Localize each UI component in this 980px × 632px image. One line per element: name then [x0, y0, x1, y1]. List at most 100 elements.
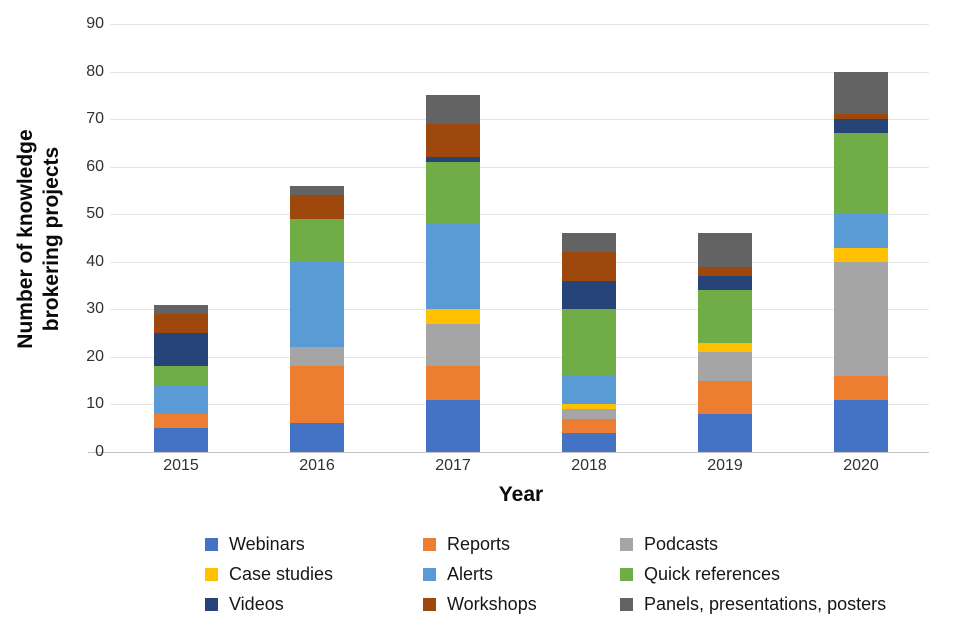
x-axis-title: Year — [498, 483, 544, 506]
legend-label: Quick references — [644, 563, 781, 584]
y-tick-label-80: 80 — [86, 62, 104, 80]
legend-item: Reports — [423, 529, 620, 559]
bar-segment — [426, 95, 480, 124]
legend-label: Webinars — [229, 533, 305, 554]
x-tick-label-2017: 2017 — [435, 457, 471, 474]
bar-segment — [834, 119, 888, 134]
bar-segment — [154, 304, 208, 315]
legend-item: Quick references — [620, 559, 886, 589]
legend-item: Podcasts — [620, 529, 886, 559]
bar-segment — [426, 366, 480, 400]
y-axis-title-line2: brokering projects — [40, 146, 63, 332]
bar-segment — [426, 157, 480, 162]
bar-segment — [426, 123, 480, 158]
bar-segment — [562, 418, 616, 433]
bar-segment — [562, 233, 616, 253]
legend-item: Panels, presentations, posters — [620, 589, 886, 619]
bar-segment — [698, 352, 752, 381]
bar-segment — [154, 314, 208, 334]
legend-swatch-icon — [423, 597, 436, 611]
gridline-y10 — [110, 404, 929, 406]
legend-item: Videos — [205, 589, 423, 619]
legend-label: Podcasts — [644, 533, 719, 554]
bar-segment — [834, 71, 888, 115]
bar-segment — [562, 409, 616, 419]
bar-segment — [290, 347, 344, 367]
bar-segment — [426, 161, 480, 224]
y-tick-label-20: 20 — [86, 347, 104, 365]
bar-column-2020 — [793, 24, 929, 452]
bar-segment — [562, 375, 616, 405]
bar-segment — [698, 233, 752, 267]
bar-column-2015 — [113, 24, 249, 452]
gridline-y70 — [110, 119, 929, 121]
legend-label: Alerts — [447, 563, 494, 584]
bar-segment — [154, 413, 208, 429]
x-tick-label-2018: 2018 — [571, 457, 607, 474]
gridline-y0 — [88, 452, 929, 453]
stacked-bar-2016 — [290, 185, 344, 452]
x-tick-label-2020: 2020 — [843, 457, 879, 474]
bar-segment — [154, 333, 208, 367]
y-tick-label-70: 70 — [86, 110, 104, 128]
legend-swatch-icon — [205, 537, 218, 551]
bar-segment — [834, 261, 888, 376]
gridline-y50 — [110, 214, 929, 216]
y-tick-label-50: 50 — [86, 205, 104, 223]
bar-segment — [154, 385, 208, 414]
bar-segment — [562, 280, 616, 310]
x-axis-tick-labels: 2015 2016 2017 2018 2019 2020 — [113, 457, 929, 477]
bar-segment — [562, 432, 616, 452]
bar-segment — [290, 195, 344, 219]
legend-swatch-icon — [423, 567, 436, 581]
bar-segment — [290, 219, 344, 262]
gridline-y80 — [110, 71, 929, 73]
bar-segment — [834, 247, 888, 262]
bar-segment — [698, 290, 752, 343]
stacked-bar-2018 — [562, 233, 616, 452]
y-tick-label-10: 10 — [86, 395, 104, 413]
bar-segment — [834, 114, 888, 120]
legend-label: Reports — [447, 533, 511, 554]
legend-swatch-icon — [620, 537, 633, 551]
bar-segment — [426, 309, 480, 324]
bar-segment — [834, 214, 888, 248]
gridline-y40 — [110, 261, 929, 263]
y-axis-title: Number of knowledge brokering projects — [13, 107, 67, 371]
x-tick-label-2016: 2016 — [299, 457, 335, 474]
bar-column-2016 — [249, 24, 385, 452]
legend-item: Alerts — [423, 559, 620, 589]
legend-label: Case studies — [229, 563, 334, 584]
y-tick-label-60: 60 — [86, 157, 104, 175]
legend-label: Panels, presentations, posters — [644, 593, 887, 614]
legend-column-1: Webinars Case studies Videos — [205, 529, 423, 619]
bar-segment — [698, 380, 752, 414]
bar-segment — [834, 399, 888, 452]
bar-segment — [290, 366, 344, 424]
bar-segment — [562, 404, 616, 410]
y-tick-label-0: 0 — [95, 443, 104, 460]
bar-column-2018 — [521, 24, 657, 452]
legend-item: Webinars — [205, 529, 423, 559]
legend-swatch-icon — [423, 537, 436, 551]
bar-segment — [154, 366, 208, 386]
bar-segment — [698, 266, 752, 277]
bar-segment — [834, 375, 888, 400]
y-tick-label-40: 40 — [86, 252, 104, 270]
y-axis-title-line1: Number of knowledge — [14, 129, 37, 349]
stacked-bar-2017 — [426, 95, 480, 452]
x-tick-label-2019: 2019 — [707, 457, 743, 474]
bar-segment — [290, 423, 344, 452]
bar-segment — [154, 428, 208, 452]
bar-segment — [426, 399, 480, 452]
bar-segment — [698, 342, 752, 353]
y-tick-label-30: 30 — [86, 300, 104, 318]
bar-segment — [290, 261, 344, 348]
y-tick-label-90: 90 — [86, 15, 104, 32]
legend-column-2: Reports Alerts Workshops — [423, 529, 620, 619]
legend-swatch-icon — [620, 597, 633, 611]
legend-label: Videos — [229, 593, 284, 614]
stacked-bar-2020 — [834, 71, 888, 452]
legend-column-3: Podcasts Quick references Panels, presenta… — [620, 529, 886, 619]
